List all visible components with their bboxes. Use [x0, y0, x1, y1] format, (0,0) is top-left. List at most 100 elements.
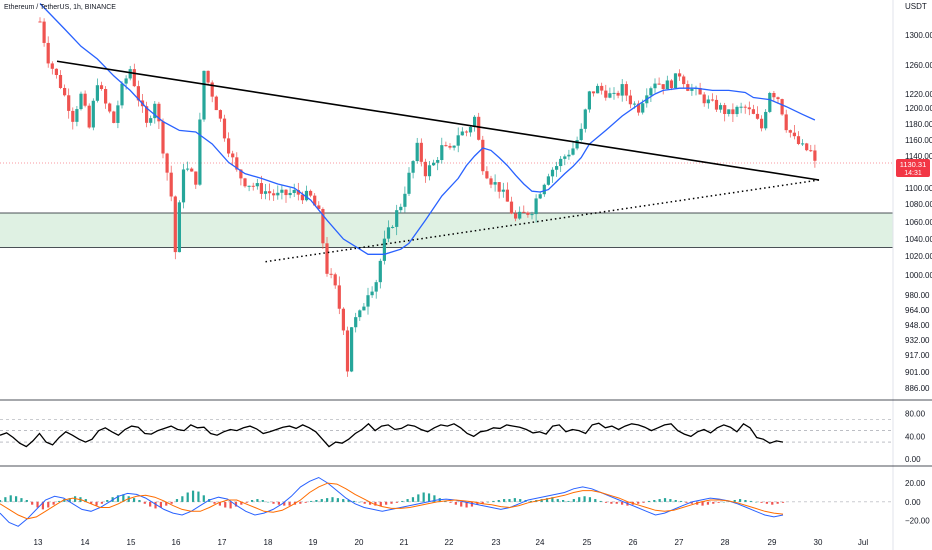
time-tick-label: 18: [264, 538, 273, 547]
candle-body: [780, 99, 784, 115]
time-axis: 13 14 15 16 17 18 19 20 21 22 23 24 25 26 27 28 29 30 Jul: [34, 538, 869, 547]
candle-body: [153, 103, 157, 119]
macd-histogram-bar: [390, 501, 393, 504]
candle-body: [304, 190, 309, 201]
candle-body: [362, 306, 366, 311]
price-tick-label: 1040.00: [905, 235, 932, 244]
candle-body: [456, 135, 460, 146]
candle-body: [747, 107, 751, 110]
macd-histogram-bar: [610, 501, 613, 504]
candle-body: [567, 154, 571, 157]
macd-histogram-bar: [143, 501, 146, 504]
candle-body: [411, 161, 415, 173]
price-tick-label: 980.00: [905, 291, 930, 300]
macd-histogram-bar: [583, 496, 586, 502]
candle-body: [468, 126, 473, 133]
macd-histogram-bar: [320, 499, 323, 502]
macd-histogram-bar: [347, 500, 350, 502]
price-tick-label: 1100.00: [905, 184, 932, 193]
macd-histogram-bar: [272, 501, 275, 504]
candle-body: [124, 78, 128, 84]
macd-histogram-bar: [460, 501, 463, 507]
candle-body: [464, 131, 468, 133]
candle-body: [399, 206, 403, 211]
macd-histogram-bar: [315, 500, 318, 502]
candle-body: [563, 156, 567, 159]
candle-body: [169, 172, 173, 197]
candle-body: [67, 95, 71, 111]
candle-body: [382, 238, 386, 261]
time-tick-label: 27: [675, 538, 684, 547]
time-tick-label: 30: [814, 538, 823, 547]
candle-body: [173, 196, 177, 253]
macd-histogram-bar: [165, 501, 168, 506]
candle-body: [395, 210, 399, 227]
price-tick-label: 1260.00: [905, 61, 932, 70]
price-tick-label: 1180.00: [905, 120, 932, 129]
macd-histogram-bar: [283, 501, 286, 506]
candle-body: [632, 103, 637, 105]
candle-body: [505, 189, 509, 202]
time-tick-label: Jul: [858, 538, 868, 547]
price-tick-label: 886.00: [905, 384, 930, 393]
price-tick-label: 1200.00: [905, 104, 932, 113]
rsi-tick-label: 40.00: [905, 432, 926, 441]
candle-body: [649, 88, 653, 96]
candle-body: [550, 169, 555, 177]
candle-body: [714, 99, 719, 110]
macd-histogram-bar: [615, 501, 618, 504]
candle-body: [313, 195, 317, 206]
macd-histogram-bar: [261, 500, 264, 502]
candle-body: [575, 140, 579, 149]
candle-body: [251, 185, 255, 187]
candle-body: [444, 145, 448, 147]
macd-histogram-bar: [385, 501, 388, 505]
candle-body: [460, 131, 464, 136]
macd-histogram-bar: [551, 497, 554, 502]
price-tick-label: 1060.00: [905, 218, 932, 227]
candle-body: [571, 148, 575, 155]
candle-body: [653, 83, 657, 89]
macd-histogram-bar: [465, 501, 468, 508]
candle-body: [801, 143, 805, 145]
macd-histogram-bar: [20, 498, 23, 502]
macd-histogram-bar: [760, 501, 763, 503]
macd-histogram-bar: [567, 500, 570, 502]
candle-body: [776, 97, 780, 100]
candle-body: [489, 178, 493, 185]
macd-histogram-bar: [476, 501, 479, 505]
candle-body: [231, 153, 235, 158]
macd-histogram-bar: [663, 498, 667, 502]
zone-fill: [0, 213, 893, 248]
candle-body: [354, 317, 358, 328]
candle-body: [300, 194, 304, 201]
time-tick-label: 20: [355, 538, 364, 547]
candle-body: [63, 87, 67, 96]
candle-body: [788, 130, 792, 133]
macd-histogram-bar: [181, 496, 184, 502]
macd-histogram-bar: [604, 501, 608, 503]
candle-body: [706, 99, 710, 104]
macd-histogram-bar: [25, 500, 28, 502]
macd-histogram-bar: [245, 501, 248, 503]
candle-body: [546, 176, 550, 185]
macd-histogram-bar: [186, 492, 189, 502]
candle-body: [99, 85, 104, 90]
candle-body: [132, 69, 136, 87]
candle-body: [784, 114, 788, 131]
macd-histogram-bar: [680, 500, 683, 502]
candle-body: [79, 93, 83, 110]
candle-body: [534, 198, 538, 215]
macd-histogram-bar: [52, 501, 55, 505]
candle-body: [83, 93, 87, 106]
macd-histogram-bar: [411, 497, 415, 502]
time-tick-label: 23: [492, 538, 501, 547]
macd-histogram-bar: [36, 501, 39, 508]
macd-histogram-bar: [658, 499, 661, 502]
candle-body: [259, 183, 263, 194]
macd-histogram-bar: [685, 501, 688, 503]
macd-histogram-bar: [738, 499, 742, 502]
macd-histogram-bar: [588, 497, 592, 502]
macd-histogram-bar: [0, 500, 2, 502]
macd-histogram-bar: [122, 494, 125, 502]
